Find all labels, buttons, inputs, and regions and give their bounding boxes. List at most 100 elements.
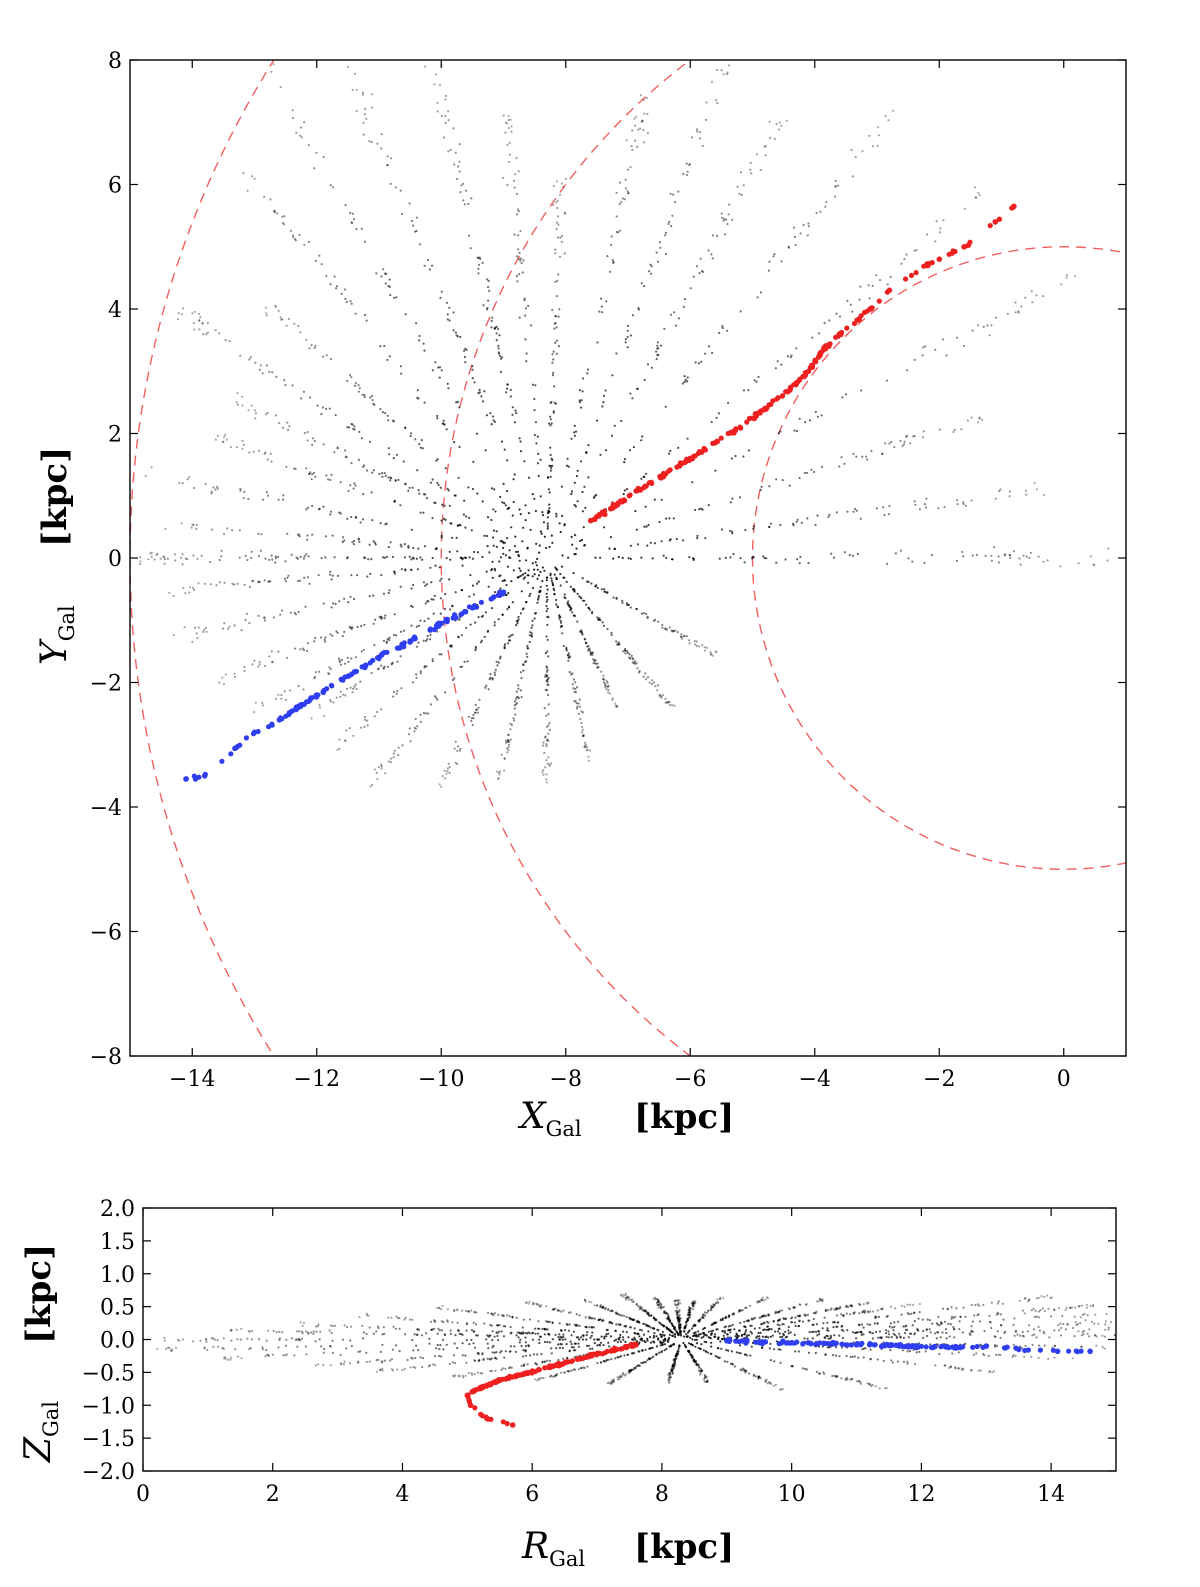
field-star — [840, 1313, 843, 1316]
field-star — [855, 1337, 858, 1340]
field-star — [560, 565, 564, 568]
field-star — [558, 1322, 561, 1325]
field-star — [997, 561, 1001, 564]
field-star — [424, 602, 427, 605]
field-star — [631, 657, 634, 660]
field-star — [593, 1304, 596, 1307]
field-star — [350, 422, 353, 426]
field-star — [834, 1375, 837, 1378]
field-star — [961, 501, 965, 504]
field-star — [354, 515, 357, 519]
field-star — [249, 356, 252, 359]
field-star — [788, 484, 791, 487]
field-star — [960, 428, 963, 431]
field-star — [759, 488, 762, 491]
field-star — [365, 1360, 368, 1364]
field-star — [570, 1334, 573, 1337]
field-star — [174, 559, 177, 562]
field-star — [537, 452, 540, 455]
field-star — [465, 189, 468, 192]
field-star — [579, 539, 582, 543]
field-star — [911, 560, 914, 563]
field-star — [449, 608, 452, 611]
field-star — [866, 1302, 869, 1305]
field-star — [847, 1306, 850, 1309]
field-star — [265, 1339, 268, 1342]
field-star — [657, 1301, 660, 1304]
field-star — [542, 769, 545, 772]
field-star — [852, 452, 855, 455]
field-star — [168, 1346, 171, 1349]
field-star — [760, 1298, 764, 1301]
field-star — [514, 713, 517, 716]
field-star — [253, 409, 256, 412]
field-star — [632, 446, 636, 449]
field-star — [562, 1333, 565, 1336]
field-star — [505, 122, 509, 125]
field-star — [785, 119, 788, 122]
field-star — [499, 354, 502, 358]
field-star — [339, 663, 343, 666]
field-star — [585, 1338, 588, 1341]
field-star — [603, 678, 606, 681]
field-star — [658, 1302, 661, 1305]
field-star — [545, 579, 548, 582]
bottom-plot-area — [156, 1292, 1142, 1428]
field-star — [163, 1336, 166, 1340]
field-star — [700, 360, 703, 363]
field-star — [698, 271, 701, 275]
field-star — [307, 240, 311, 244]
field-star — [502, 541, 505, 544]
field-star — [331, 534, 334, 537]
field-star — [267, 494, 270, 497]
field-star — [997, 1312, 1000, 1315]
field-star — [784, 1336, 787, 1339]
field-star — [706, 1380, 709, 1383]
field-star — [263, 616, 266, 619]
field-star — [849, 1304, 852, 1307]
field-star — [805, 1303, 808, 1306]
field-star — [192, 486, 196, 490]
field-star — [714, 1354, 717, 1358]
field-star — [257, 581, 260, 584]
field-star — [507, 115, 510, 118]
field-star — [586, 1331, 589, 1334]
field-star — [462, 1376, 465, 1379]
field-star — [386, 155, 389, 158]
field-star — [773, 137, 777, 141]
field-star — [718, 331, 721, 335]
field-star — [836, 1375, 839, 1378]
field-star — [710, 652, 713, 655]
field-star — [555, 352, 558, 355]
field-star — [272, 210, 276, 213]
field-star — [490, 319, 493, 323]
field-star — [250, 404, 253, 407]
field-star — [1028, 556, 1031, 560]
field-star — [298, 233, 301, 236]
field-star — [166, 557, 169, 561]
field-star — [655, 1298, 658, 1301]
field-star — [307, 1331, 310, 1334]
field-star — [555, 598, 558, 602]
field-star — [814, 410, 817, 413]
field-star — [720, 528, 724, 531]
field-star — [756, 296, 759, 299]
field-star — [661, 694, 665, 697]
field-star — [1140, 1336, 1142, 1338]
field-star — [472, 1321, 475, 1324]
field-star — [440, 1329, 444, 1332]
field-star — [871, 1337, 875, 1340]
field-star — [543, 569, 546, 572]
field-star — [354, 656, 357, 659]
field-star — [692, 1300, 695, 1303]
field-star — [778, 1324, 781, 1327]
field-star — [531, 624, 534, 627]
field-star — [351, 626, 354, 629]
field-star — [899, 1335, 902, 1338]
y-tick-label: −2 — [90, 672, 122, 697]
field-star — [578, 389, 582, 392]
field-star — [855, 455, 858, 458]
field-star — [576, 620, 579, 623]
field-star — [319, 636, 323, 639]
field-star — [806, 1337, 809, 1340]
